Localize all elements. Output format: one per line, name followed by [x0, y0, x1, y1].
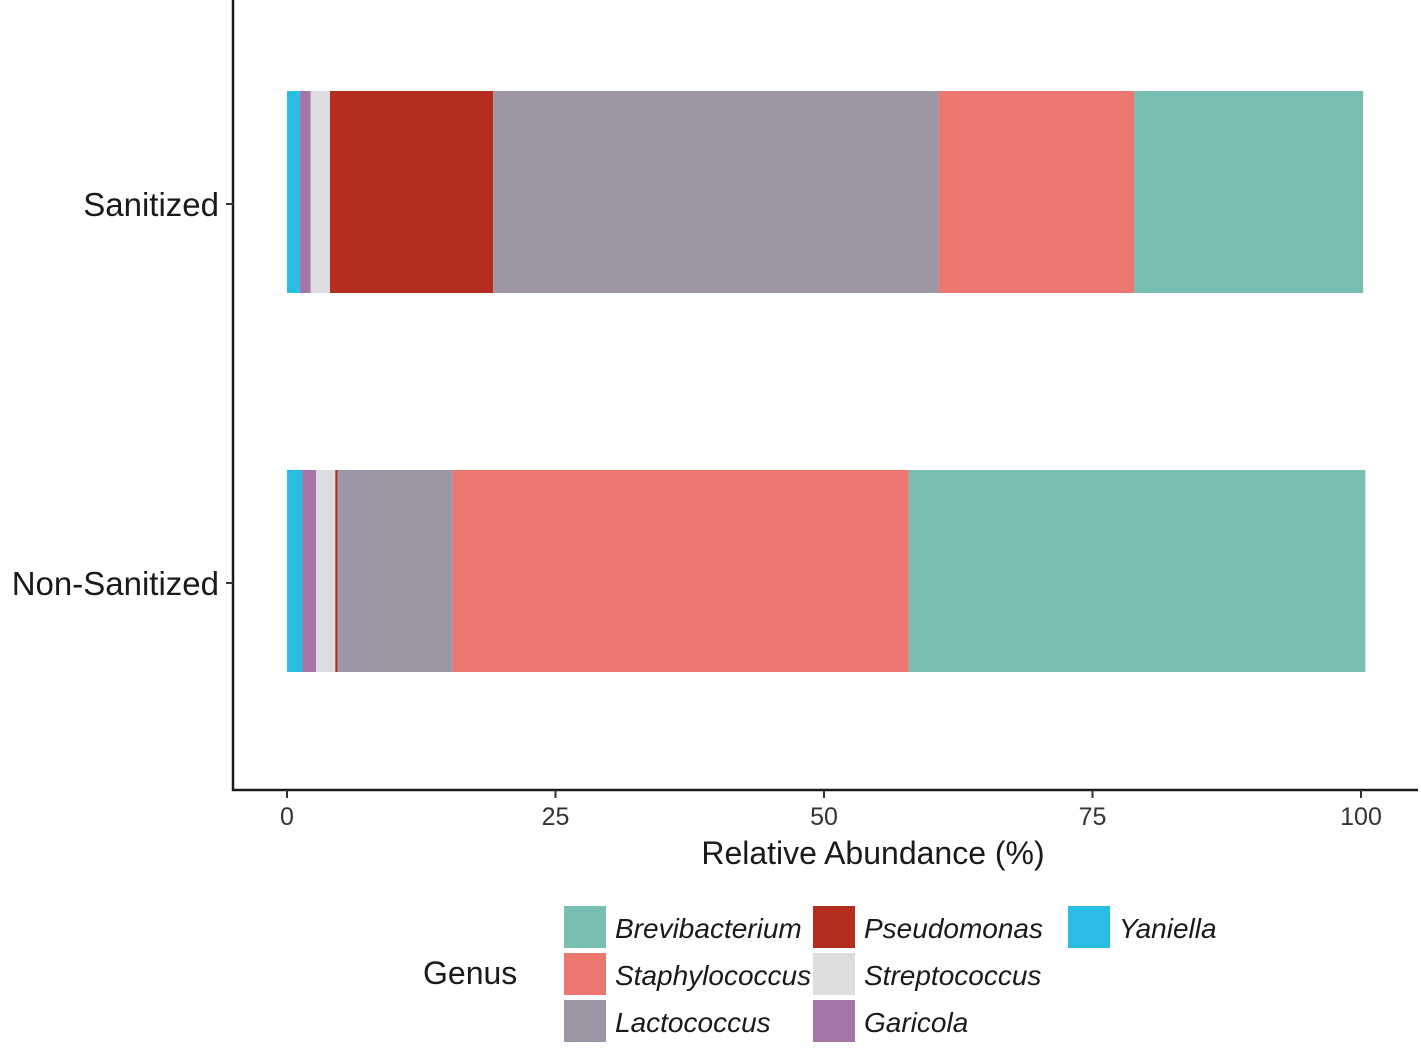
legend-swatch-lactococcus — [564, 1000, 606, 1042]
legend-swatch-garicola — [813, 1000, 855, 1042]
x-axis-title: Relative Abundance (%) — [701, 835, 1044, 871]
legend-label-yaniella: Yaniella — [1119, 913, 1217, 944]
legend-title: Genus — [423, 955, 517, 991]
bar-segment-sanitized-streptococcus — [310, 91, 330, 293]
bar-segment-sanitized-pseudomonas — [329, 91, 494, 293]
bar-segment-non-sanitized-streptococcus — [315, 470, 336, 672]
legend-label-garicola: Garicola — [864, 1007, 968, 1038]
bar-segment-sanitized-yaniella — [287, 91, 300, 293]
x-ticks-layer: 0 25 50 75 100 — [280, 790, 1382, 831]
legend-swatch-yaniella — [1068, 906, 1110, 948]
x-tick-label: 75 — [1079, 803, 1107, 831]
x-tick-label: 50 — [810, 803, 838, 831]
legend-label-pseudomonas: Pseudomonas — [864, 913, 1043, 944]
x-tick-label: 0 — [280, 803, 294, 831]
y-tick-label-sanitized: Sanitized — [83, 186, 219, 223]
bar-segment-sanitized-lactococcus — [493, 91, 939, 293]
legend: Genus Brevibacterium Staphylococcus Lactoc… — [423, 906, 1217, 1042]
bar-segment-non-sanitized-staphylococcus — [452, 470, 909, 672]
bar-segment-sanitized-brevibacterium — [1134, 91, 1364, 293]
legend-swatch-pseudomonas — [813, 906, 855, 948]
legend-swatch-staphylococcus — [564, 953, 606, 995]
y-tick-label-non-sanitized: Non-Sanitized — [12, 565, 219, 602]
legend-label-brevibacterium: Brevibacterium — [615, 913, 802, 944]
bar-segment-sanitized-garicola — [299, 91, 311, 293]
legend-swatch-brevibacterium — [564, 906, 606, 948]
y-ticks-layer: Sanitized Non-Sanitized — [12, 186, 233, 602]
legend-label-staphylococcus: Staphylococcus — [615, 960, 811, 991]
x-tick-label: 25 — [542, 803, 570, 831]
bar-segment-non-sanitized-yaniella — [287, 470, 303, 672]
bar-segment-non-sanitized-pseudomonas — [335, 470, 338, 672]
legend-swatch-streptococcus — [813, 953, 855, 995]
x-tick-label: 100 — [1340, 803, 1382, 831]
bar-segment-non-sanitized-garicola — [302, 470, 316, 672]
bars-layer — [287, 91, 1366, 672]
legend-label-lactococcus: Lactococcus — [615, 1007, 771, 1038]
legend-label-streptococcus: Streptococcus — [864, 960, 1041, 991]
bar-segment-sanitized-staphylococcus — [938, 91, 1135, 293]
bar-segment-non-sanitized-brevibacterium — [908, 470, 1366, 672]
bar-segment-non-sanitized-lactococcus — [337, 470, 453, 672]
